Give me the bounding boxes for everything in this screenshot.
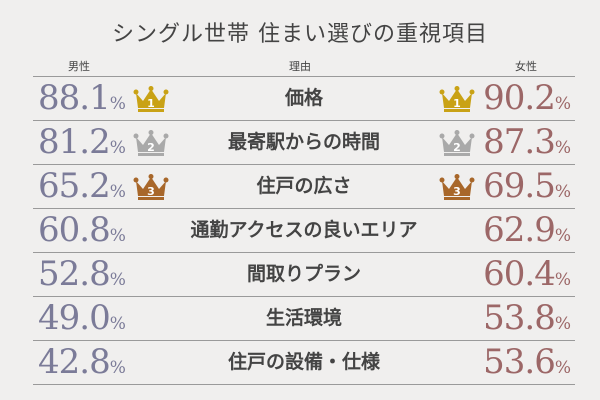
women-value: 53.8% [483, 298, 571, 344]
men-number: 49.0 [38, 298, 111, 338]
women-value: 69.5% [483, 166, 571, 212]
women-value: 62.9% [483, 210, 571, 256]
percent-sign: % [554, 314, 571, 334]
percent-sign: % [554, 358, 571, 378]
crown-icon-rank-1: 1 [133, 85, 169, 113]
row-divider [33, 120, 575, 121]
percent-sign: % [109, 226, 126, 246]
women-number: 69.5 [483, 166, 556, 206]
percent-sign: % [554, 94, 571, 114]
men-number: 88.1 [38, 78, 111, 118]
percent-sign: % [109, 314, 126, 334]
table-row: 88.1% 価格 90.2% 1 1 [33, 76, 575, 120]
reason-label: 生活環境 [265, 307, 342, 329]
crown-icon-rank-1: 1 [439, 85, 475, 113]
row-divider [33, 164, 575, 165]
percent-sign: % [554, 226, 571, 246]
men-value: 81.2% [38, 122, 126, 168]
percent-sign: % [109, 270, 126, 290]
svg-text:3: 3 [147, 185, 155, 198]
percent-sign: % [109, 182, 126, 202]
percent-sign: % [554, 270, 571, 290]
men-number: 52.8 [38, 254, 111, 294]
table-row: 52.8% 間取りプラン 60.4% [33, 252, 575, 296]
men-value: 65.2% [38, 166, 126, 212]
reason-label: 間取りプラン [246, 263, 361, 285]
percent-sign: % [554, 182, 571, 202]
crown-icon-rank-3: 3 [439, 173, 475, 201]
men-number: 42.8 [38, 342, 111, 382]
row-divider [33, 296, 575, 297]
header-women: 女性 [515, 60, 537, 73]
women-value: 53.6% [483, 342, 571, 388]
reason-label: 価格 [284, 87, 323, 109]
percent-sign: % [109, 138, 126, 158]
row-divider [33, 340, 575, 341]
men-value: 42.8% [38, 342, 126, 388]
row-divider [33, 384, 575, 385]
svg-text:1: 1 [453, 97, 461, 110]
reason-label: 住戸の広さ [256, 175, 352, 197]
percent-sign: % [109, 358, 126, 378]
svg-text:2: 2 [453, 141, 461, 154]
row-divider [33, 252, 575, 253]
women-number: 53.6 [483, 342, 556, 382]
reason-label: 住戸の設備・仕様 [227, 351, 380, 373]
crown-icon-rank-2: 2 [439, 129, 475, 157]
table-row: 49.0% 生活環境 53.8% [33, 296, 575, 340]
reason-label: 最寄駅からの時間 [227, 131, 380, 153]
svg-text:3: 3 [453, 185, 461, 198]
table-row: 81.2% 最寄駅からの時間 87.3% 2 2 [33, 120, 575, 164]
men-number: 65.2 [38, 166, 111, 206]
women-value: 90.2% [483, 78, 571, 124]
table-row: 65.2% 住戸の広さ 69.5% 3 3 [33, 164, 575, 208]
women-number: 60.4 [483, 254, 556, 294]
men-value: 88.1% [38, 78, 126, 124]
header-men: 男性 [68, 60, 90, 73]
table-row: 60.8% 通勤アクセスの良いエリア 62.9% [33, 208, 575, 252]
percent-sign: % [109, 94, 126, 114]
percent-sign: % [554, 138, 571, 158]
men-number: 81.2 [38, 122, 111, 162]
row-divider [33, 208, 575, 209]
women-value: 87.3% [483, 122, 571, 168]
women-number: 90.2 [483, 78, 556, 118]
crown-icon-rank-3: 3 [133, 173, 169, 201]
women-value: 60.4% [483, 254, 571, 300]
women-number: 87.3 [483, 122, 556, 162]
men-number: 60.8 [38, 210, 111, 250]
men-value: 60.8% [38, 210, 126, 256]
reason-label: 通勤アクセスの良いエリア [190, 219, 418, 241]
table-row: 42.8% 住戸の設備・仕様 53.6% [33, 340, 575, 384]
svg-text:1: 1 [147, 97, 155, 110]
men-value: 49.0% [38, 298, 126, 344]
women-number: 53.8 [483, 298, 556, 338]
header-divider [33, 76, 575, 77]
svg-text:2: 2 [147, 141, 155, 154]
men-value: 52.8% [38, 254, 126, 300]
page-title: シングル世帯 住まい選びの重視項目 [112, 22, 488, 47]
header-reason: 理由 [289, 60, 311, 73]
women-number: 62.9 [483, 210, 556, 250]
crown-icon-rank-2: 2 [133, 129, 169, 157]
